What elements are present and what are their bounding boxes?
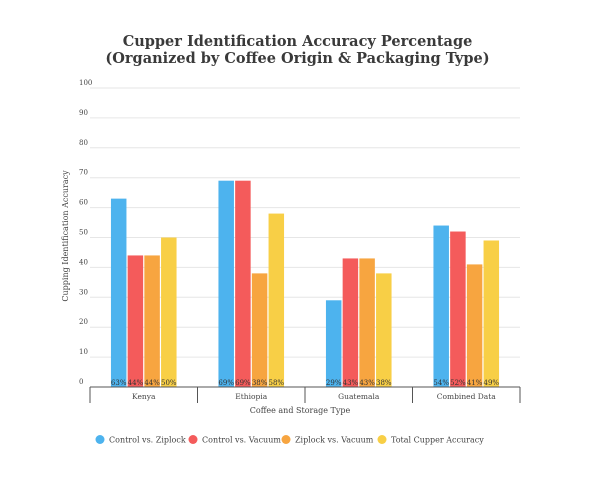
bar-data-label: 54% bbox=[433, 379, 449, 387]
chart-title: Cupper Identification Accuracy Percentag… bbox=[123, 33, 473, 50]
y-axis-label: Cupping Identification Accuracy bbox=[61, 170, 70, 302]
bar bbox=[268, 213, 285, 387]
legend-label: Total Cupper Accuracy bbox=[391, 436, 484, 445]
bars: 63% 44% 44% 50% 69% 69% 38% 58% 29% 43% 43% 38% 54% 5… bbox=[110, 180, 500, 387]
legend-label: Control vs. Ziplock bbox=[109, 436, 186, 445]
bar-data-label: 43% bbox=[343, 379, 359, 387]
legend-marker bbox=[188, 435, 198, 444]
bar bbox=[342, 258, 359, 387]
legend-marker bbox=[281, 435, 291, 444]
x-axis: Kenya Ethiopia Guatemala Combined Data bbox=[89, 386, 521, 403]
bar bbox=[161, 237, 177, 387]
bar-data-label: 41% bbox=[467, 379, 483, 387]
bar-data-label: 38% bbox=[376, 379, 392, 387]
bar-data-label: 38% bbox=[252, 379, 268, 387]
y-tick-label: 0 bbox=[79, 378, 83, 386]
y-tick-label: 60 bbox=[79, 199, 88, 207]
bar-data-label: 69% bbox=[235, 379, 251, 387]
bar-data-label: 50% bbox=[161, 379, 177, 387]
bar-data-label: 58% bbox=[269, 379, 285, 387]
bar bbox=[483, 240, 500, 387]
bar bbox=[466, 264, 483, 387]
legend-marker bbox=[377, 435, 387, 444]
x-category-label: Guatemala bbox=[338, 392, 380, 401]
bar bbox=[450, 231, 466, 387]
bar bbox=[376, 273, 392, 387]
y-axis-ticks: 0 10 20 30 40 50 60 70 80 90 100 bbox=[79, 79, 92, 386]
legend-label: Ziplock vs. Vacuum bbox=[295, 436, 374, 445]
bar-data-label: 29% bbox=[326, 379, 342, 387]
y-tick-label: 50 bbox=[79, 229, 88, 237]
x-category-label: Kenya bbox=[132, 392, 156, 401]
y-tick-label: 10 bbox=[79, 348, 88, 356]
bar-data-label: 63% bbox=[111, 379, 127, 387]
bar bbox=[359, 258, 375, 387]
y-tick-label: 30 bbox=[79, 288, 88, 296]
y-tick-label: 40 bbox=[79, 258, 88, 266]
bar-data-label: 49% bbox=[484, 379, 500, 387]
bar bbox=[144, 255, 160, 387]
legend-label: Control vs. Vacuum bbox=[202, 436, 281, 445]
bar bbox=[235, 180, 251, 387]
y-tick-label: 20 bbox=[79, 318, 88, 326]
x-axis-label: Coffee and Storage Type bbox=[250, 406, 351, 415]
bar bbox=[251, 273, 268, 387]
bar-data-label: 52% bbox=[450, 379, 466, 387]
bar-data-label: 43% bbox=[359, 379, 375, 387]
y-tick-label: 90 bbox=[79, 109, 88, 117]
x-category-label: Combined Data bbox=[437, 392, 497, 401]
bar bbox=[127, 255, 144, 387]
bar bbox=[433, 225, 449, 387]
y-tick-label: 100 bbox=[79, 79, 92, 87]
bar-data-label: 44% bbox=[144, 379, 160, 387]
chart-subtitle: (Organized by Coffee Origin & Packaging … bbox=[105, 50, 489, 67]
legend-marker bbox=[95, 435, 105, 444]
y-tick-label: 70 bbox=[79, 169, 88, 177]
bar-data-label: 69% bbox=[218, 379, 234, 387]
legend: Control vs. Ziplock Control vs. Vacuum Zip… bbox=[95, 435, 484, 445]
bar-data-label: 44% bbox=[128, 379, 144, 387]
bar bbox=[325, 300, 342, 387]
bar bbox=[218, 180, 234, 387]
bar bbox=[110, 198, 127, 387]
x-category-label: Ethiopia bbox=[235, 392, 267, 401]
y-tick-label: 80 bbox=[79, 139, 88, 147]
